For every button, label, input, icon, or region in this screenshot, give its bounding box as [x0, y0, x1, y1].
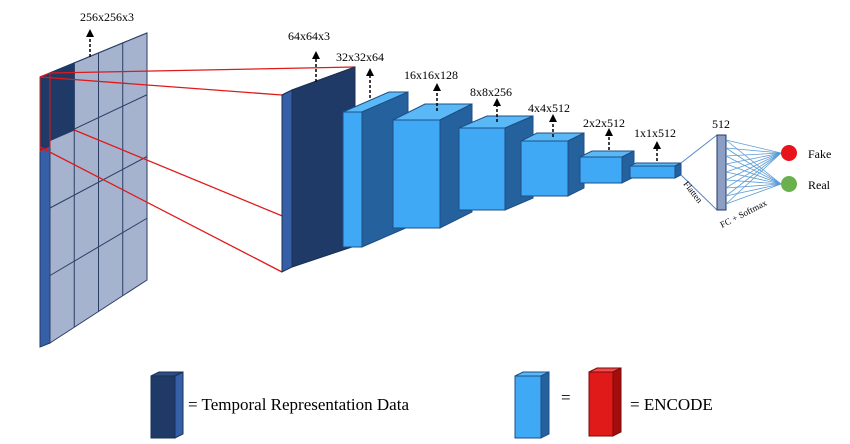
legend-equals: = — [561, 388, 571, 407]
layer-1-label: 64x64x3 — [288, 29, 330, 43]
block-4x4x512 — [520, 132, 585, 197]
legend-temporal-label: = Temporal Representation Data — [188, 395, 409, 414]
fc-vector-bar — [716, 134, 727, 211]
output-node-real — [781, 176, 797, 192]
block-2-front — [342, 111, 363, 248]
layer-7-label: 1x1x512 — [634, 126, 676, 140]
legend-encode-block — [588, 367, 622, 437]
legend: = Temporal Representation Data = = ENCOD… — [150, 367, 713, 439]
legend-dark-block — [150, 371, 184, 439]
fc-connections — [725, 139, 782, 205]
layer-2-label: 32x32x64 — [336, 50, 384, 64]
input-dims-label: 256x256x3 — [80, 10, 134, 24]
block-7-top — [629, 162, 682, 167]
flatten-label: Flatten — [681, 179, 705, 205]
flatten-lines — [680, 134, 718, 211]
block-2x2x512 — [579, 150, 635, 184]
layer-6-label: 2x2x512 — [583, 116, 625, 130]
output-label-real: Real — [808, 178, 831, 192]
legend-light-block — [514, 371, 550, 439]
output-label-fake: Fake — [808, 147, 831, 161]
layer-4-label: 8x8x256 — [470, 85, 512, 99]
crop-projection-lines — [39, 66, 356, 273]
block-6-front — [579, 156, 623, 184]
fc-size-label: 512 — [712, 117, 730, 131]
layer-5-label: 4x4x512 — [528, 101, 570, 115]
block-7-side — [674, 162, 682, 179]
block-7-front — [629, 165, 676, 179]
layer-3-label: 16x16x128 — [404, 68, 458, 82]
input-highlight-patch — [49, 62, 75, 142]
input-highlight-side — [39, 72, 51, 152]
block-64x64x3 — [281, 66, 356, 273]
block-3-front — [392, 119, 441, 229]
input-frame — [39, 32, 148, 348]
output-node-fake — [781, 145, 797, 161]
block-5-front — [520, 140, 569, 197]
legend-encode-label: = ENCODE — [630, 395, 713, 414]
block-1x1x512 — [629, 162, 682, 179]
block-1-side — [281, 89, 293, 273]
block-4-front — [458, 127, 506, 211]
input-grid-lines — [49, 43, 148, 328]
